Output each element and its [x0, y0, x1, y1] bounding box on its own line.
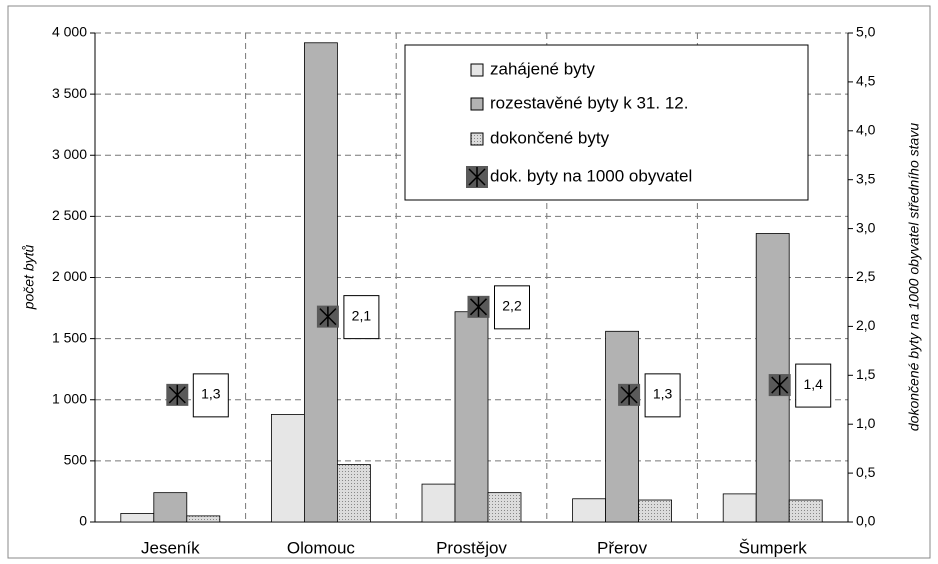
- y-tick-label: 500: [64, 452, 88, 468]
- bar: [421, 483, 456, 523]
- data-label: 2,2: [502, 298, 522, 314]
- y2-tick-label: 0,0: [856, 513, 876, 529]
- y-tick-label: 3 500: [52, 85, 87, 101]
- x-tick-label: Šumperk: [739, 538, 808, 557]
- y2-tick-label: 4,5: [856, 73, 876, 89]
- y2-tick-label: 1,0: [856, 415, 876, 431]
- y-tick-label: 4 000: [52, 24, 87, 40]
- data-label-box: [795, 363, 832, 408]
- bar: [605, 330, 639, 523]
- bar: [120, 513, 155, 523]
- y2-axis-title: dokončené byty na 1000 obyvatel středníh…: [906, 123, 922, 431]
- y2-tick-label: 5,0: [856, 24, 876, 40]
- legend-label: rozestavěné byty k 31. 12.: [490, 93, 688, 112]
- bar: [572, 498, 606, 523]
- y-tick-label: 2 500: [52, 207, 87, 223]
- bar: [454, 311, 489, 523]
- marker-star: [469, 296, 488, 317]
- y-axis-title: počet bytů: [21, 244, 37, 310]
- bar: [303, 42, 338, 523]
- bar: [336, 464, 371, 523]
- legend-swatch: [470, 63, 484, 77]
- bar: [487, 492, 522, 523]
- marker-star: [319, 306, 337, 327]
- y2-tick-label: 0,5: [856, 464, 876, 480]
- y-tick-label: 3 000: [52, 146, 87, 162]
- marker: [618, 383, 641, 406]
- data-label-box: [644, 373, 681, 418]
- x-tick-label: Jeseník: [141, 538, 200, 557]
- bar: [788, 499, 823, 523]
- y-tick-label: 2 000: [52, 268, 87, 284]
- bar: [270, 414, 305, 523]
- data-label-box: [192, 373, 229, 418]
- legend-swatch: [470, 97, 484, 111]
- x-tick-label: Olomouc: [287, 538, 356, 557]
- y2-tick-label: 3,0: [856, 219, 876, 235]
- data-label: 1,4: [803, 376, 823, 392]
- data-label-box: [343, 295, 380, 340]
- legend-label: zahájené byty: [490, 59, 595, 78]
- data-label: 1,3: [201, 386, 221, 402]
- bar: [153, 492, 188, 523]
- marker-star: [620, 384, 638, 405]
- marker-star: [771, 375, 789, 396]
- data-label: 1,3: [653, 386, 673, 402]
- bar: [722, 493, 757, 523]
- legend-label: dok. byty na 1000 obyvatel: [490, 166, 692, 185]
- y-tick-label: 1 000: [52, 390, 87, 406]
- y-tick-label: 1 500: [52, 329, 87, 345]
- y2-tick-label: 2,0: [856, 317, 876, 333]
- marker: [316, 305, 339, 328]
- y2-tick-label: 1,5: [856, 366, 876, 382]
- marker: [768, 374, 791, 397]
- marker: [166, 383, 189, 406]
- legend-swatch: [470, 132, 484, 146]
- x-tick-label: Prostějov: [436, 538, 507, 557]
- y-tick-label: 0: [79, 513, 87, 529]
- marker: [466, 166, 488, 188]
- y2-tick-label: 2,5: [856, 268, 876, 284]
- marker: [467, 295, 490, 318]
- marker-star: [168, 384, 186, 405]
- x-tick-label: Přerov: [597, 538, 648, 557]
- data-label-box: [494, 285, 530, 330]
- data-label: 2,1: [352, 307, 372, 323]
- y2-tick-label: 4,0: [856, 122, 876, 138]
- marker-star: [468, 167, 486, 187]
- bar: [186, 515, 221, 523]
- y2-tick-label: 3,5: [856, 170, 876, 186]
- legend-label: dokončené byty: [490, 128, 610, 147]
- bar: [638, 499, 672, 523]
